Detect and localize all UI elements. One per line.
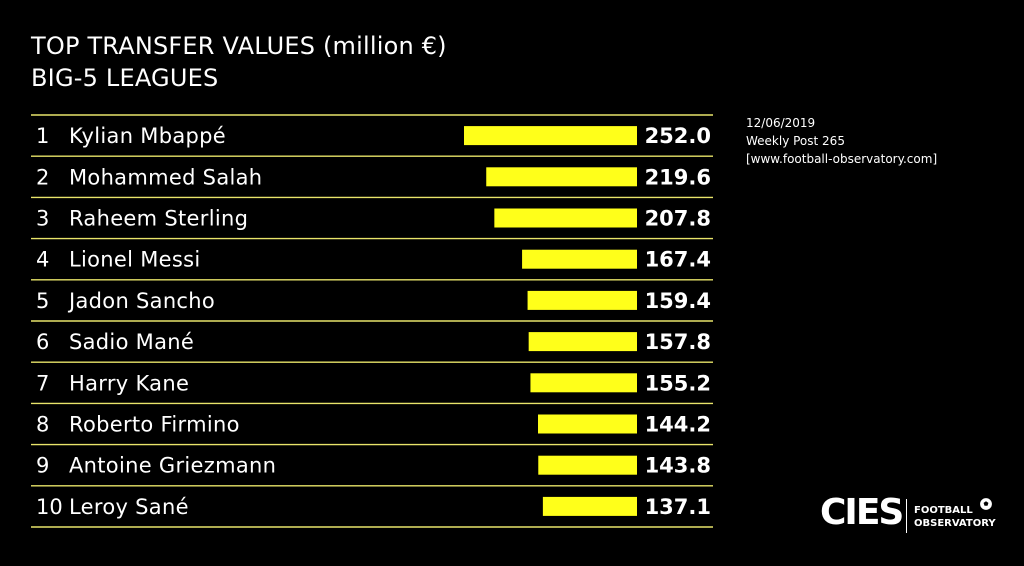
rank-label: 2 [36, 165, 49, 189]
bar [538, 414, 637, 434]
cies-logo: CIES FOOTBALL OBSERVATORY [820, 489, 1000, 539]
player-label: Harry Kane [69, 371, 189, 395]
player-label: Antoine Griezmann [69, 454, 276, 478]
bar [522, 249, 637, 269]
logo-divider [906, 499, 907, 533]
player-label: Jadon Sancho [67, 289, 215, 313]
rank-label: 3 [36, 207, 49, 231]
value-label: 252.0 [645, 124, 711, 148]
player-label: Leroy Sané [69, 495, 189, 519]
rank-label: 8 [36, 413, 49, 437]
rank-label: 4 [36, 248, 49, 272]
chart-subtitle: BIG-5 LEAGUES [31, 64, 219, 92]
cies-logo-wordmark: CIES [820, 492, 904, 533]
post-info: 12/06/2019 Weekly Post 265 [www.football… [746, 114, 937, 168]
value-label: 207.8 [645, 207, 711, 231]
post-website: [www.football-observatory.com] [746, 152, 938, 166]
post-date: 12/06/2019 [746, 116, 816, 130]
bar [528, 332, 637, 352]
rank-label: 10 [36, 495, 63, 519]
player-label: Mohammed Salah [69, 165, 262, 189]
logo-text-line1: FOOTBALL [914, 505, 973, 516]
bar [494, 208, 637, 228]
bar [464, 126, 637, 146]
value-label: 167.4 [645, 248, 711, 272]
rank-label: 5 [36, 289, 49, 313]
value-label: 159.4 [645, 289, 711, 313]
rank-label: 9 [36, 454, 49, 478]
player-label: Raheem Sterling [69, 207, 248, 231]
logo-text-line2: OBSERVATORY [914, 518, 996, 529]
value-label: 144.2 [645, 413, 711, 437]
value-label: 143.8 [645, 454, 711, 478]
bar [527, 290, 637, 310]
value-label: 157.8 [645, 330, 711, 354]
bar [530, 373, 637, 393]
rank-label: 1 [36, 124, 49, 148]
bar [542, 496, 637, 516]
player-label: Lionel Messi [69, 248, 200, 272]
bar [486, 167, 637, 187]
football-icon [979, 497, 993, 511]
value-label: 219.6 [645, 165, 711, 189]
player-label: Roberto Firmino [69, 413, 240, 437]
post-number: Weekly Post 265 [746, 134, 845, 148]
player-label: Sadio Mané [69, 330, 194, 354]
chart-title: TOP TRANSFER VALUES (million €) [31, 32, 447, 60]
chart-title-block: TOP TRANSFER VALUES (million €) BIG-5 LE… [31, 30, 447, 94]
logo-text: FOOTBALL OBSERVATORY [914, 504, 996, 530]
rank-label: 7 [36, 371, 49, 395]
value-label: 137.1 [645, 495, 711, 519]
value-label: 155.2 [645, 371, 711, 395]
bar [538, 455, 637, 475]
player-label: Kylian Mbappé [69, 124, 226, 148]
rank-label: 6 [36, 330, 49, 354]
